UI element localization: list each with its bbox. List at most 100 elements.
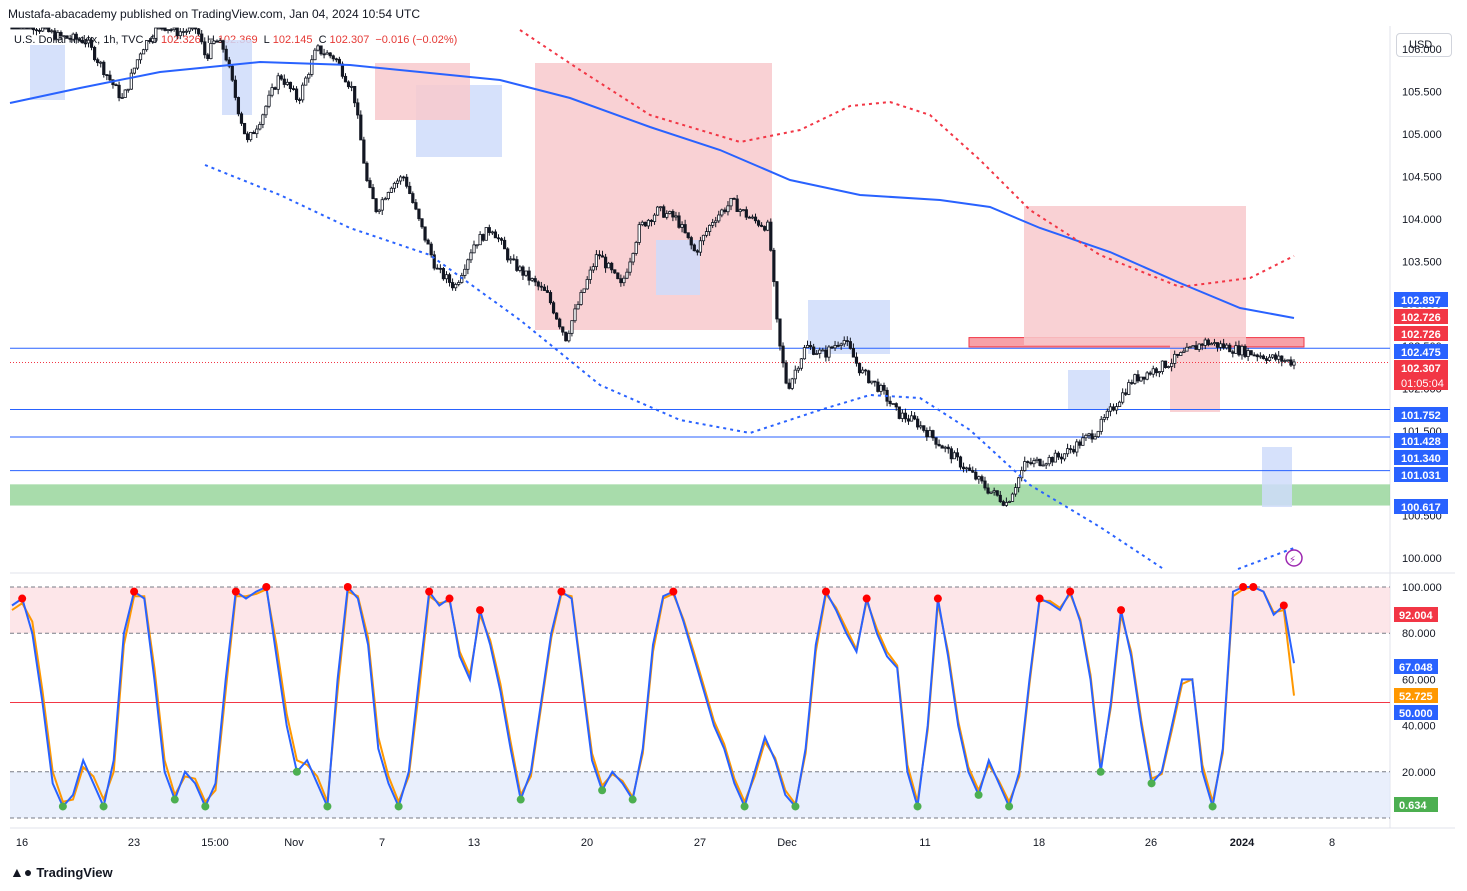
candle-body — [882, 384, 886, 391]
stoch-sell-signal — [557, 587, 566, 596]
candle-body — [665, 213, 669, 218]
stoch-buy-signal — [323, 802, 332, 811]
candle-body — [432, 254, 436, 269]
candle-body — [395, 180, 400, 184]
currency-button[interactable]: USD — [1396, 33, 1452, 57]
candle-body — [1209, 343, 1213, 346]
candle-body — [22, 27, 26, 30]
candle-body — [763, 226, 767, 231]
candle-body — [227, 59, 231, 67]
candle-body — [643, 221, 647, 227]
candle-body — [1105, 410, 1109, 418]
candle-body — [998, 494, 1002, 502]
candle-body — [200, 33, 204, 43]
candle-body — [28, 27, 32, 30]
candle-body — [472, 244, 476, 254]
candle-body — [1228, 344, 1232, 353]
candle-body — [570, 320, 574, 334]
candle-body — [836, 345, 840, 347]
candle-body — [441, 268, 446, 280]
candle-body — [900, 412, 904, 419]
candle-body — [729, 197, 733, 207]
candle-body — [273, 87, 277, 90]
candle-body — [184, 30, 189, 33]
candle-body — [1274, 354, 1278, 360]
candle-body — [1001, 501, 1005, 506]
candle-body — [509, 258, 513, 261]
candle-body — [854, 356, 859, 364]
candle-body — [340, 63, 345, 77]
candle-body — [417, 208, 421, 220]
candle-body — [1004, 502, 1008, 506]
candle-body — [821, 349, 825, 352]
candle-body — [1075, 441, 1079, 453]
stoch-k-line — [11, 584, 1295, 810]
candle-body — [1087, 433, 1091, 436]
candle-body — [1041, 464, 1045, 467]
candle-body — [781, 345, 785, 364]
candle-body — [132, 67, 136, 74]
order-block-6 — [656, 240, 700, 295]
price-badge-label: 102.897 — [1401, 295, 1441, 307]
candle-body — [1050, 456, 1054, 463]
candle-body — [830, 346, 834, 349]
price-badge — [1394, 344, 1448, 359]
candle-body — [928, 430, 932, 438]
candle-body — [102, 61, 106, 76]
candle-body — [40, 27, 45, 32]
stoch-buy-signal — [394, 802, 403, 811]
candle-body — [230, 65, 234, 81]
candle-body — [1056, 452, 1061, 458]
candle-body — [16, 27, 20, 30]
stoch-sell-signal — [425, 587, 434, 596]
close-label: C — [318, 34, 327, 46]
osc-badge — [1394, 705, 1438, 720]
candle-body — [1059, 456, 1064, 460]
candle-body — [1029, 462, 1033, 465]
candle-body — [392, 182, 397, 189]
alert-lightning-icon[interactable] — [1285, 549, 1303, 567]
candle-body — [704, 231, 709, 236]
candle-body — [864, 369, 868, 372]
price-badge-label: 102.307 — [1401, 363, 1441, 375]
candle-body — [398, 176, 403, 182]
candle-body — [444, 274, 449, 280]
stoch-sell-signal — [18, 594, 27, 603]
candle-body — [851, 348, 856, 358]
candle-body — [25, 27, 29, 30]
candle-body — [934, 437, 938, 445]
candle-body — [62, 35, 66, 38]
candle-body — [53, 30, 57, 40]
price-badge-label: 101.340 — [1401, 453, 1441, 465]
support-zone — [10, 484, 1390, 506]
candle-body — [989, 491, 993, 494]
candle-body — [117, 84, 121, 99]
candle-body — [600, 255, 605, 258]
candle-body — [548, 292, 553, 304]
candle-body — [818, 349, 822, 354]
footer-brand[interactable]: ▲● TradingView — [10, 864, 113, 880]
stoch-sell-signal — [445, 594, 454, 603]
candle-body — [775, 281, 779, 320]
candle-body — [1225, 344, 1229, 349]
candle-body — [44, 27, 48, 30]
price-tick-label: 100.000 — [1402, 553, 1442, 565]
candle-body — [613, 269, 617, 274]
candle-body — [1142, 376, 1146, 380]
candle-body — [1013, 487, 1018, 495]
candle-body — [499, 238, 504, 241]
order-block-2 — [1170, 345, 1220, 412]
candle-body — [545, 290, 550, 293]
candle-body — [974, 471, 978, 480]
candle-body — [909, 415, 914, 422]
candle-body — [380, 199, 384, 211]
time-tick-label: 2024 — [1230, 837, 1255, 849]
candle-body — [977, 476, 981, 480]
candle-body — [582, 288, 586, 293]
candle-body — [108, 74, 112, 81]
candle-body — [891, 403, 895, 405]
candle-body — [1023, 461, 1027, 471]
candle-body — [408, 185, 412, 194]
candle-body — [756, 220, 761, 226]
